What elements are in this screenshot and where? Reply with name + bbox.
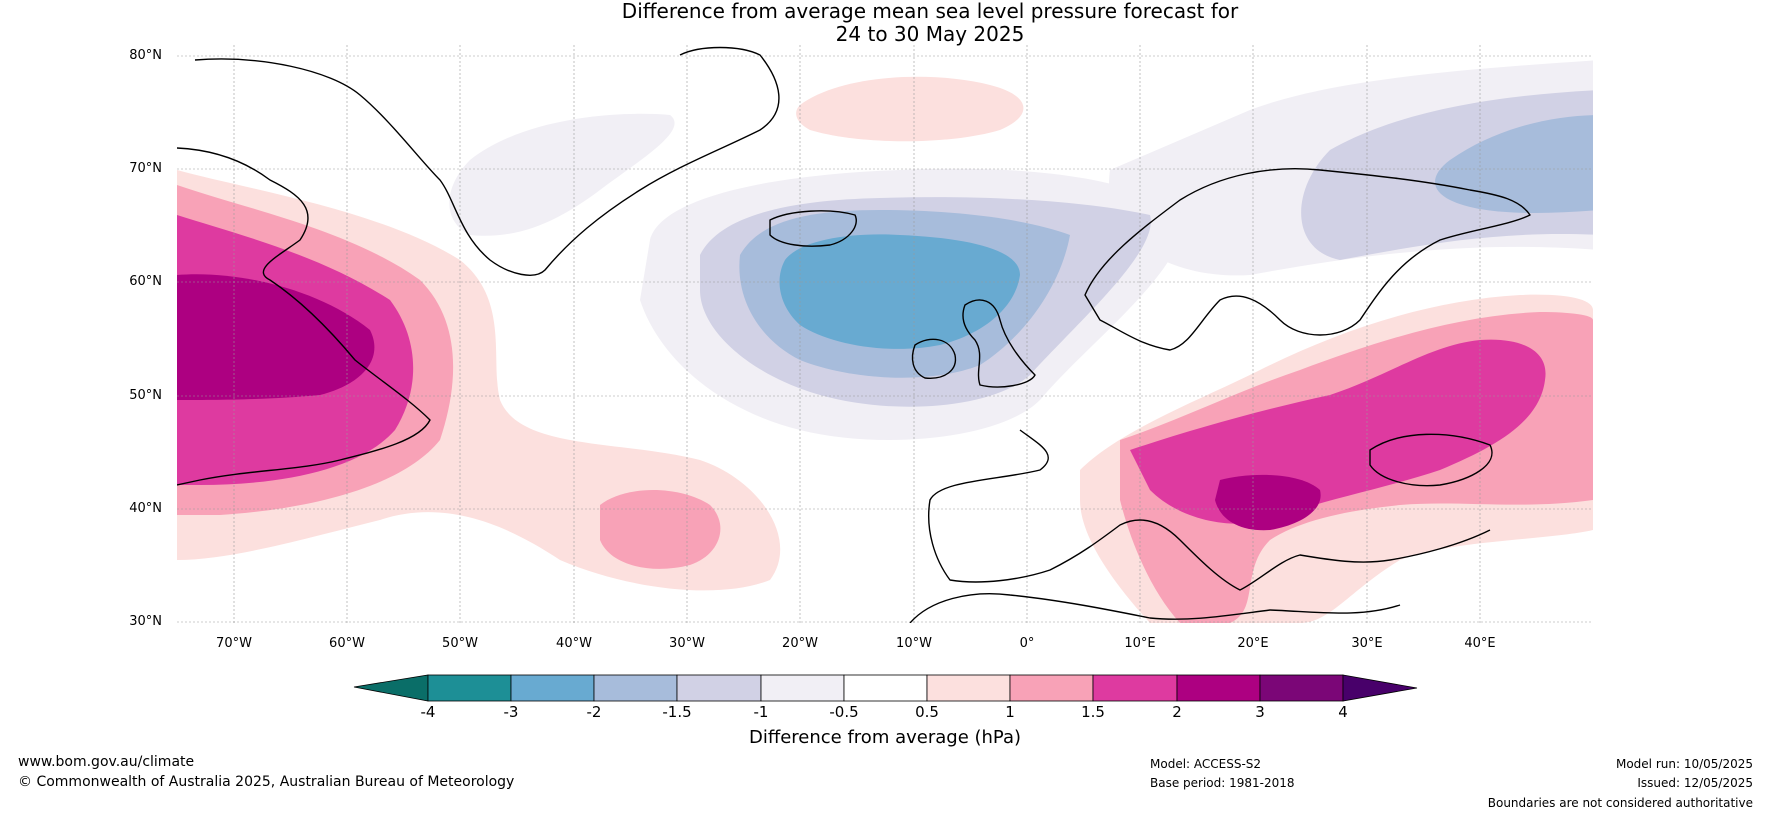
- colorbar-bin-pos-0-5: [926, 674, 1011, 702]
- colorbar-arrow-low: [353, 674, 429, 702]
- anomaly-pos-2-romania: [1290, 428, 1345, 457]
- footer-disclaimer: Boundaries are not considered authoritat…: [1487, 796, 1753, 810]
- ireland-coast: [911, 338, 957, 379]
- lat-label-50n: 50°N: [129, 388, 162, 403]
- lon-label-40w: 40°W: [556, 636, 592, 651]
- colorbar-tick-pos-3: 3: [1255, 703, 1265, 721]
- lat-label-40n: 40°N: [129, 501, 162, 516]
- anomaly-pos-0-5-svalbard: [796, 76, 1024, 142]
- colorbar-bin-neg-1-5: [676, 674, 762, 702]
- colorbar-bin-pos-1: [1009, 674, 1094, 702]
- greenland-coast: [194, 46, 780, 276]
- colorbar-arrow-high: [1342, 674, 1418, 702]
- colorbar-tick-neg-4: -4: [420, 703, 436, 721]
- lon-label-30w: 30°W: [669, 636, 705, 651]
- lon-label-40e: 40°E: [1464, 636, 1496, 651]
- footer-website: www.bom.gov.au/climate: [18, 754, 195, 770]
- lon-label-0: 0°: [1019, 636, 1035, 651]
- map-title: Difference from average mean sea level p…: [0, 0, 1770, 46]
- black-sea-coast: [1369, 433, 1493, 487]
- lon-label-10e: 10°E: [1124, 636, 1156, 651]
- colorbar: [353, 674, 1418, 702]
- europe-south-coast: [928, 429, 1491, 591]
- lon-label-50w: 50°W: [442, 636, 478, 651]
- lon-label-60w: 60°W: [329, 636, 365, 651]
- lat-label-60n: 60°N: [129, 274, 162, 289]
- anomaly-pos-2-balkans: [1215, 474, 1321, 531]
- footer-base-period: Base period: 1981-2018: [1150, 776, 1295, 790]
- colorbar-bin-pos-2: [1176, 674, 1261, 702]
- colorbar-bin-neg-2: [593, 674, 678, 702]
- colorbar-bin-neg-1: [760, 674, 845, 702]
- footer-model-run: Model run: 10/05/2025: [1615, 757, 1753, 771]
- colorbar-tick-neg-1: -1: [753, 703, 769, 721]
- colorbar-bin-pos-1-5: [1092, 674, 1178, 702]
- lat-label-70n: 70°N: [129, 161, 162, 176]
- colorbar-tick-pos-4: 4: [1338, 703, 1348, 721]
- north-africa-coast: [909, 593, 1401, 623]
- anomaly-neg-2-atlantic: [779, 234, 1020, 349]
- colorbar-label: Difference from average (hPa): [748, 727, 1022, 748]
- iceland-coast: [769, 210, 857, 247]
- lon-label-20w: 20°W: [782, 636, 818, 651]
- colorbar-tick-pos-1-5: 1.5: [1081, 703, 1105, 721]
- britain-coast: [962, 299, 1036, 388]
- colorbar-bin-pos-3: [1259, 674, 1344, 702]
- colorbar-bin-neg-4: [427, 674, 512, 702]
- colorbar-tick-neg-3: -3: [503, 703, 519, 721]
- colorbar-bin-neg-0-5: [843, 674, 928, 702]
- anomaly-pos-2-canada: [177, 274, 375, 400]
- colorbar-tick-pos-2: 2: [1172, 703, 1182, 721]
- title-line-1: Difference from average mean sea level p…: [621, 0, 1239, 23]
- footer-copyright: © Commonwealth of Australia 2025, Austra…: [18, 774, 515, 790]
- colorbar-tick-neg-0-5: -0.5: [829, 703, 859, 721]
- footer-issued: Issued: 12/05/2025: [1637, 776, 1753, 790]
- pressure-anomaly-shading: [177, 60, 1593, 623]
- scandinavia-coast: [1084, 168, 1531, 351]
- colorbar-tick-neg-1-5: -1.5: [662, 703, 692, 721]
- colorbar-tick-pos-1: 1: [1005, 703, 1015, 721]
- anomaly-neg-0-5-greenland: [449, 113, 675, 236]
- coastlines: [177, 46, 1531, 623]
- lon-label-10w: 10°W: [896, 636, 932, 651]
- lon-label-70w: 70°W: [216, 636, 252, 651]
- footer-model: Model: ACCESS-S2: [1150, 757, 1262, 771]
- colorbar-bin-neg-3: [510, 674, 595, 702]
- lon-label-20e: 20°E: [1237, 636, 1269, 651]
- baffin-coast: [177, 147, 431, 486]
- anomaly-neg-1-5-north: [1435, 115, 1593, 213]
- lon-label-30e: 30°E: [1351, 636, 1383, 651]
- colorbar-tick-neg-2: -2: [586, 703, 602, 721]
- colorbar-tick-pos-0-5: 0.5: [915, 703, 939, 721]
- title-line-2: 24 to 30 May 2025: [835, 22, 1025, 46]
- lat-label-80n: 80°N: [129, 48, 162, 63]
- anomaly-pos-1-atlantic: [600, 490, 721, 569]
- graticule: [177, 45, 1593, 623]
- lat-label-30n: 30°N: [129, 614, 162, 629]
